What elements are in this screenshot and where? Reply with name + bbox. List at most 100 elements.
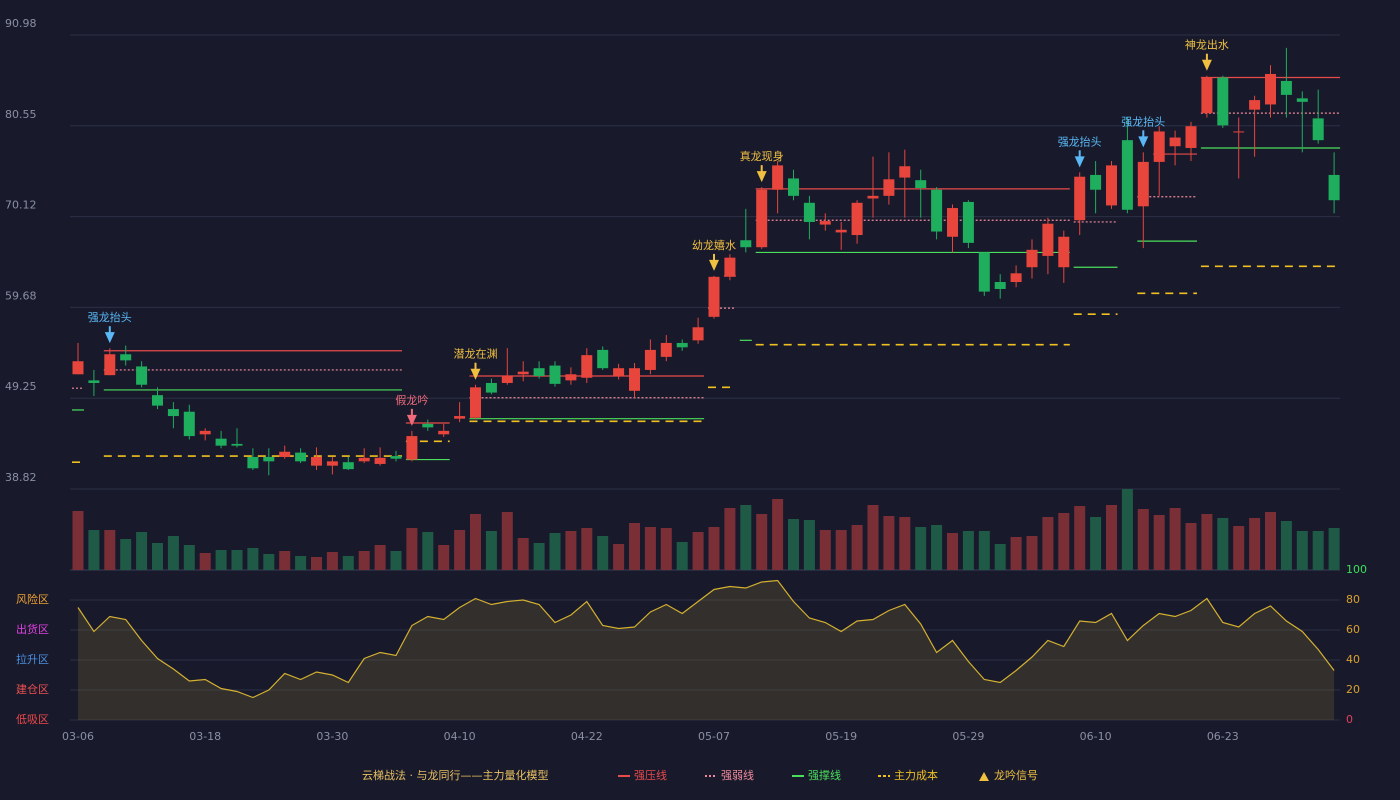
candle-body bbox=[1312, 118, 1324, 141]
signal-label: 潜龙在渊 bbox=[454, 347, 498, 361]
candle-body bbox=[1074, 176, 1086, 221]
volume-bar bbox=[676, 542, 688, 570]
signal-label: 真龙现身 bbox=[740, 149, 784, 163]
osc-area bbox=[78, 580, 1335, 720]
volume-bar bbox=[1233, 526, 1245, 570]
osc-tick-label: 80 bbox=[1346, 593, 1360, 606]
y-tick-label: 38.82 bbox=[5, 471, 37, 484]
volume-bar bbox=[438, 545, 450, 570]
candle-body bbox=[1106, 165, 1117, 206]
candle-body bbox=[899, 166, 911, 178]
candle-body bbox=[88, 380, 100, 383]
volume-bar bbox=[517, 538, 529, 570]
candle-body bbox=[676, 342, 688, 348]
candle-body bbox=[756, 189, 768, 248]
volume-bar bbox=[326, 552, 338, 570]
volume-bar bbox=[152, 543, 163, 570]
volume-bar bbox=[1121, 489, 1133, 570]
volume-bar bbox=[1312, 531, 1324, 570]
volume-bar bbox=[215, 550, 227, 570]
volume-bar bbox=[994, 544, 1006, 570]
candle-body bbox=[136, 366, 148, 385]
signal-label: 假龙吟 bbox=[395, 393, 428, 407]
candle-body bbox=[1010, 273, 1022, 283]
volume-bar bbox=[1265, 512, 1276, 570]
candle-body bbox=[1328, 174, 1340, 201]
candle-body bbox=[597, 349, 609, 369]
candle-body bbox=[883, 179, 895, 196]
candle-body bbox=[962, 201, 974, 243]
candle-body bbox=[1169, 137, 1181, 147]
volume-bar bbox=[931, 525, 943, 570]
volume-bar bbox=[1280, 521, 1292, 570]
candle-body bbox=[803, 202, 815, 222]
candle-body bbox=[533, 368, 545, 377]
x-tick-label: 05-29 bbox=[952, 730, 984, 743]
y-tick-label: 90.98 bbox=[5, 17, 37, 30]
volume-bar bbox=[1169, 508, 1181, 570]
candle-body bbox=[1280, 80, 1292, 95]
volume-bar bbox=[565, 531, 577, 570]
candle-body bbox=[708, 276, 720, 317]
volume-bar bbox=[756, 514, 768, 570]
volume-bar bbox=[1090, 517, 1102, 570]
volume-bar bbox=[295, 556, 307, 570]
candle-body bbox=[470, 387, 481, 418]
signal-arrow bbox=[1074, 156, 1085, 168]
candle-body bbox=[1121, 140, 1133, 210]
volume-bar bbox=[1217, 518, 1229, 570]
volume-bar bbox=[1296, 531, 1308, 570]
signal-arrow bbox=[1138, 136, 1149, 148]
signal-label: 强龙抬头 bbox=[1121, 114, 1165, 128]
legend-label: 强弱线 bbox=[721, 768, 754, 782]
candle-body bbox=[1201, 77, 1213, 114]
candle-body bbox=[1217, 77, 1229, 126]
legend-label: 强撑线 bbox=[808, 768, 841, 782]
volume-bar bbox=[533, 543, 545, 570]
volume-bar bbox=[867, 505, 879, 570]
signal-label: 幼龙嬉水 bbox=[692, 238, 736, 252]
volume-bar bbox=[597, 536, 609, 570]
candle-body bbox=[438, 430, 450, 435]
volume-bar bbox=[772, 499, 784, 570]
volume-bar bbox=[120, 539, 132, 570]
zone-label: 低吸区 bbox=[16, 713, 49, 726]
candle-body bbox=[311, 456, 322, 466]
volume-bar bbox=[1137, 509, 1149, 570]
volume-bar bbox=[835, 530, 847, 570]
volume-bar bbox=[358, 551, 370, 570]
volume-bar bbox=[136, 532, 148, 570]
volume-bar bbox=[104, 530, 116, 570]
candle-body bbox=[422, 423, 434, 428]
volume-bar bbox=[851, 525, 863, 570]
zone-label: 出货区 bbox=[16, 622, 49, 636]
candle-body bbox=[613, 368, 625, 377]
volume-bar bbox=[485, 531, 497, 570]
volume-bar bbox=[549, 533, 561, 570]
x-tick-label: 04-10 bbox=[444, 730, 476, 743]
candle-body bbox=[1058, 236, 1070, 268]
volume-bar bbox=[454, 530, 466, 570]
volume-bar bbox=[819, 530, 831, 570]
candle-body bbox=[1233, 131, 1245, 133]
candle-body bbox=[867, 195, 879, 199]
candle-body bbox=[215, 438, 227, 446]
candle-body bbox=[947, 208, 958, 237]
volume-bar bbox=[406, 528, 418, 570]
signal-arrow bbox=[470, 368, 481, 380]
candle-body bbox=[565, 374, 577, 381]
y-tick-label: 70.12 bbox=[5, 199, 37, 212]
volume-bar bbox=[1058, 513, 1070, 570]
candle-body bbox=[1185, 126, 1197, 148]
volume-bar bbox=[1153, 515, 1165, 570]
candle-body bbox=[1042, 223, 1054, 256]
candle-body bbox=[1137, 161, 1149, 207]
volume-bar bbox=[644, 527, 656, 570]
osc-tick-label: 40 bbox=[1346, 653, 1360, 666]
candle-body bbox=[978, 252, 990, 292]
candle-body bbox=[931, 189, 943, 232]
volume-bar bbox=[708, 527, 720, 570]
candle-body bbox=[740, 240, 752, 248]
